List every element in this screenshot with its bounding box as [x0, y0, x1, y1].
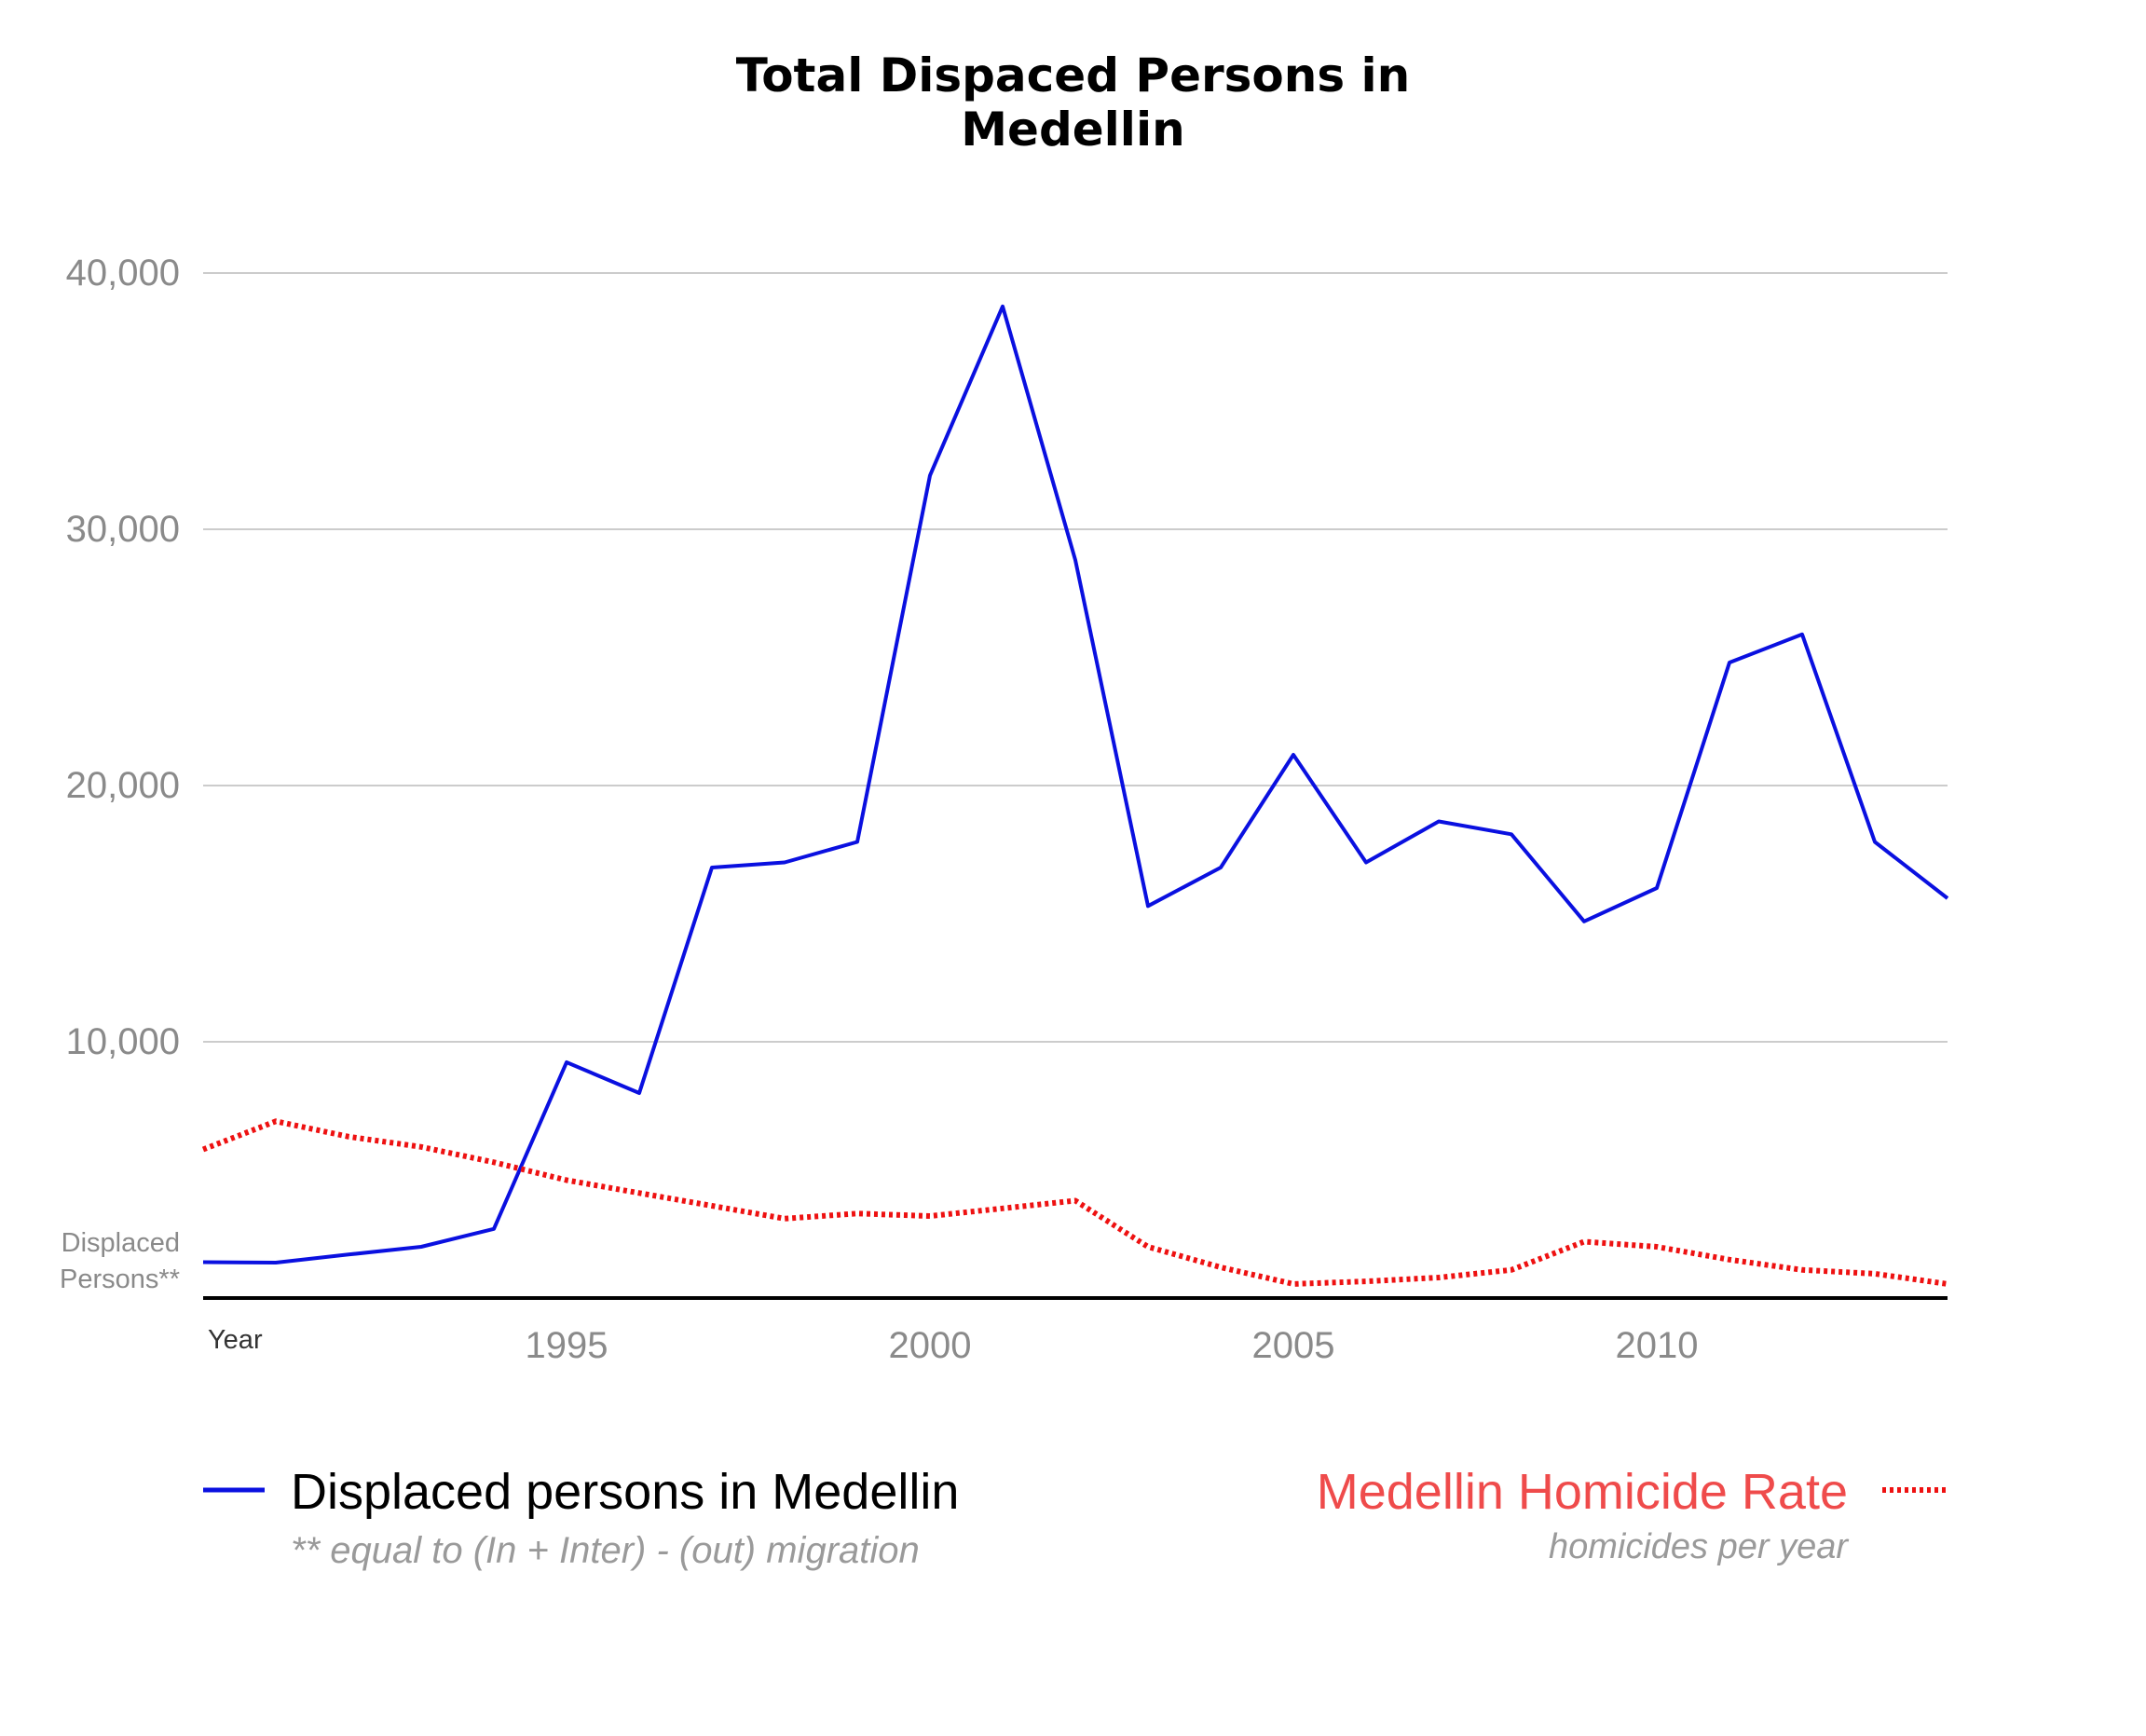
x-tick-label: 1995 — [526, 1325, 608, 1366]
legend-label-homicide: Medellin Homicide Rate — [1317, 1464, 1848, 1520]
y-axis-label-line-1: Displaced — [62, 1228, 180, 1258]
x-axis-label: Year — [208, 1325, 263, 1355]
y-tick-label: 20,000 — [66, 765, 180, 806]
chart-title: Total Dispaced Persons in Medellin — [0, 48, 2146, 157]
x-tick-label: 2010 — [1616, 1325, 1699, 1366]
y-axis-ticks: 10,000 20,000 30,000 40,000 — [66, 253, 180, 1062]
legend-label-displaced: Displaced persons in Medellin — [291, 1464, 959, 1520]
chart-title-line-1: Total Dispaced Persons in — [735, 48, 1411, 103]
series-lines — [201, 304, 1949, 1287]
y-tick-label: 30,000 — [66, 509, 180, 550]
x-tick-label: 2000 — [889, 1325, 972, 1366]
x-axis-ticks: 1995 2000 2005 2010 — [526, 1325, 1699, 1366]
y-axis-label-line-2: Persons** — [60, 1264, 180, 1294]
legend-note-displaced: ** equal to (In + Inter) - (out) migrati… — [291, 1530, 920, 1571]
series-line-displaced — [202, 304, 1949, 1264]
y-tick-label: 10,000 — [66, 1021, 180, 1062]
series-line-homicide — [201, 1118, 1948, 1287]
x-tick-label: 2005 — [1252, 1325, 1335, 1366]
chart-title-line-2: Medellin — [961, 103, 1185, 157]
legend-note-homicide: homicides per year — [1549, 1527, 1849, 1566]
grid-lines — [203, 272, 1948, 1043]
y-tick-label: 40,000 — [66, 253, 180, 294]
